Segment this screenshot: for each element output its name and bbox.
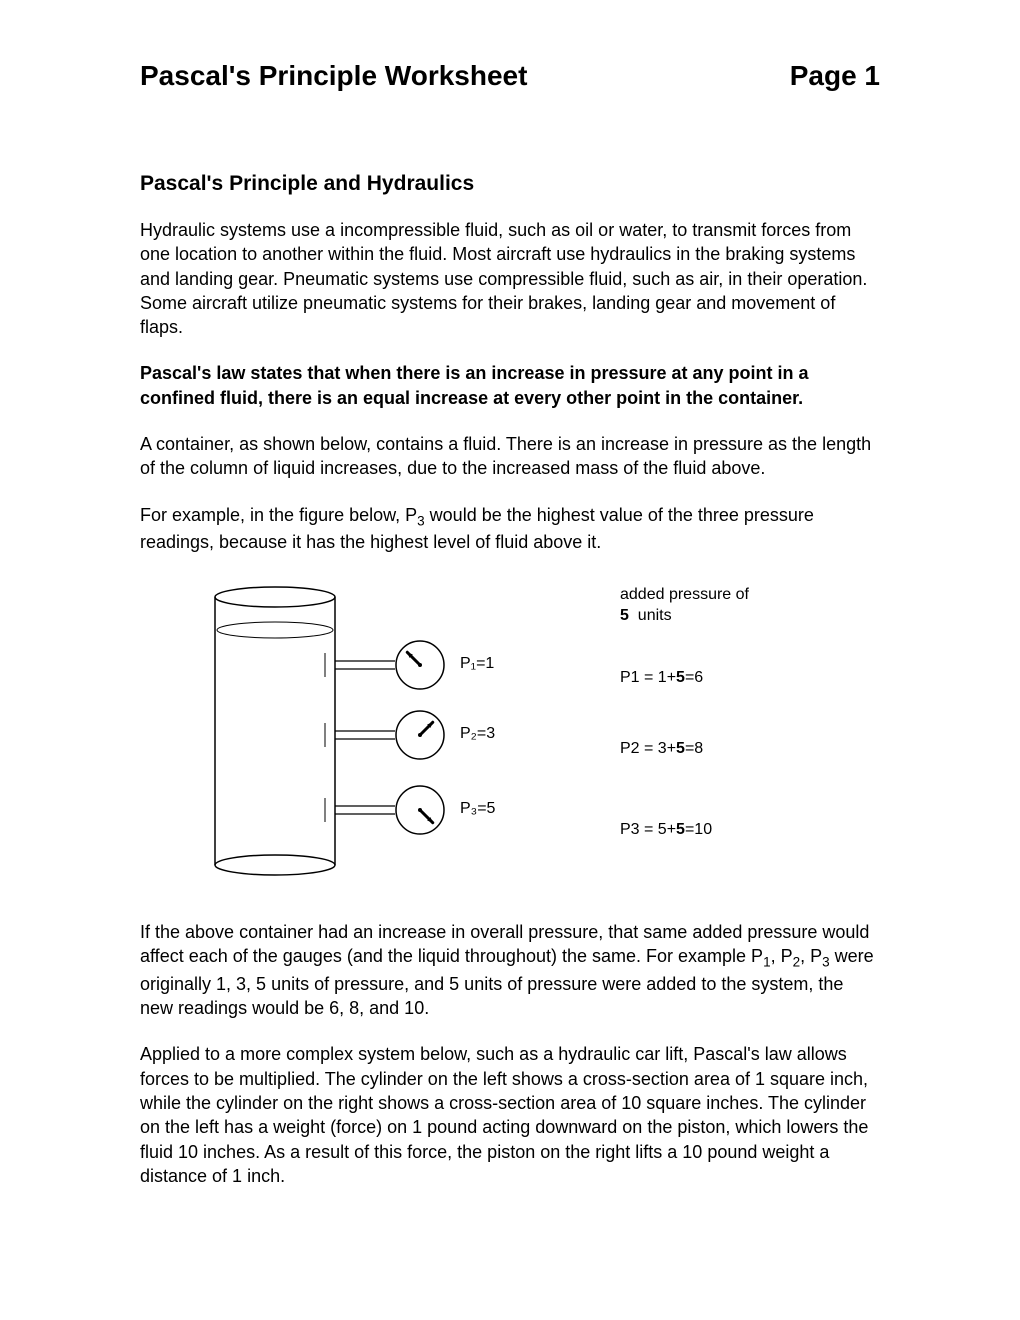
page-number: Page 1	[790, 60, 880, 92]
page: Pascal's Principle Worksheet Page 1 Pasc…	[0, 0, 1020, 1320]
document-title: Pascal's Principle Worksheet	[140, 60, 527, 92]
gauge-label-p1: P₁=1	[460, 655, 494, 673]
added-pressure-line2: 5 units	[620, 606, 820, 627]
gauge-label-p3: P₃=5	[460, 800, 495, 818]
gauge-label-p2: P₂=3	[460, 725, 495, 743]
section-heading: Pascal's Principle and Hydraulics	[140, 172, 880, 196]
calculation-column: added pressure of 5 units P1 = 1+5=6 P2 …	[620, 585, 820, 847]
p4-s2: 2	[793, 955, 801, 970]
p3-text-pre: For example, in the figure below, P	[140, 505, 417, 525]
paragraph-added-pressure: If the above container had an increase i…	[140, 920, 880, 1021]
header-row: Pascal's Principle Worksheet Page 1	[140, 60, 880, 92]
cylinder-svg	[180, 585, 500, 880]
pressure-cylinder-diagram: P₁=1 P₂=3 P₃=5	[180, 585, 500, 880]
paragraph-intro: Hydraulic systems use a incompressible f…	[140, 218, 880, 339]
calc-p2: P2 = 3+5=8	[620, 739, 820, 760]
paragraph-hydraulic-lift: Applied to a more complex system below, …	[140, 1042, 880, 1188]
added-pressure-note: added pressure of 5 units	[620, 585, 820, 627]
p4-s1: 1	[763, 955, 771, 970]
p3-subscript: 3	[417, 513, 425, 528]
p4-a: If the above container had an increase i…	[140, 922, 869, 966]
calc-p1: P1 = 1+5=6	[620, 668, 820, 689]
pascals-law-statement: Pascal's law states that when there is a…	[140, 361, 880, 410]
paragraph-container: A container, as shown below, contains a …	[140, 432, 880, 481]
p4-s3: 3	[822, 955, 830, 970]
added-pressure-line1: added pressure of	[620, 585, 820, 606]
added-pressure-value: 5	[620, 607, 629, 624]
p4-b: , P	[771, 946, 793, 966]
calc-p3: P3 = 5+5=10	[620, 820, 820, 841]
paragraph-example-p3: For example, in the figure below, P3 wou…	[140, 503, 880, 555]
p4-c: , P	[800, 946, 822, 966]
added-pressure-unit: units	[638, 607, 672, 624]
figure-row: P₁=1 P₂=3 P₃=5 added pressure of 5 units…	[180, 585, 880, 880]
